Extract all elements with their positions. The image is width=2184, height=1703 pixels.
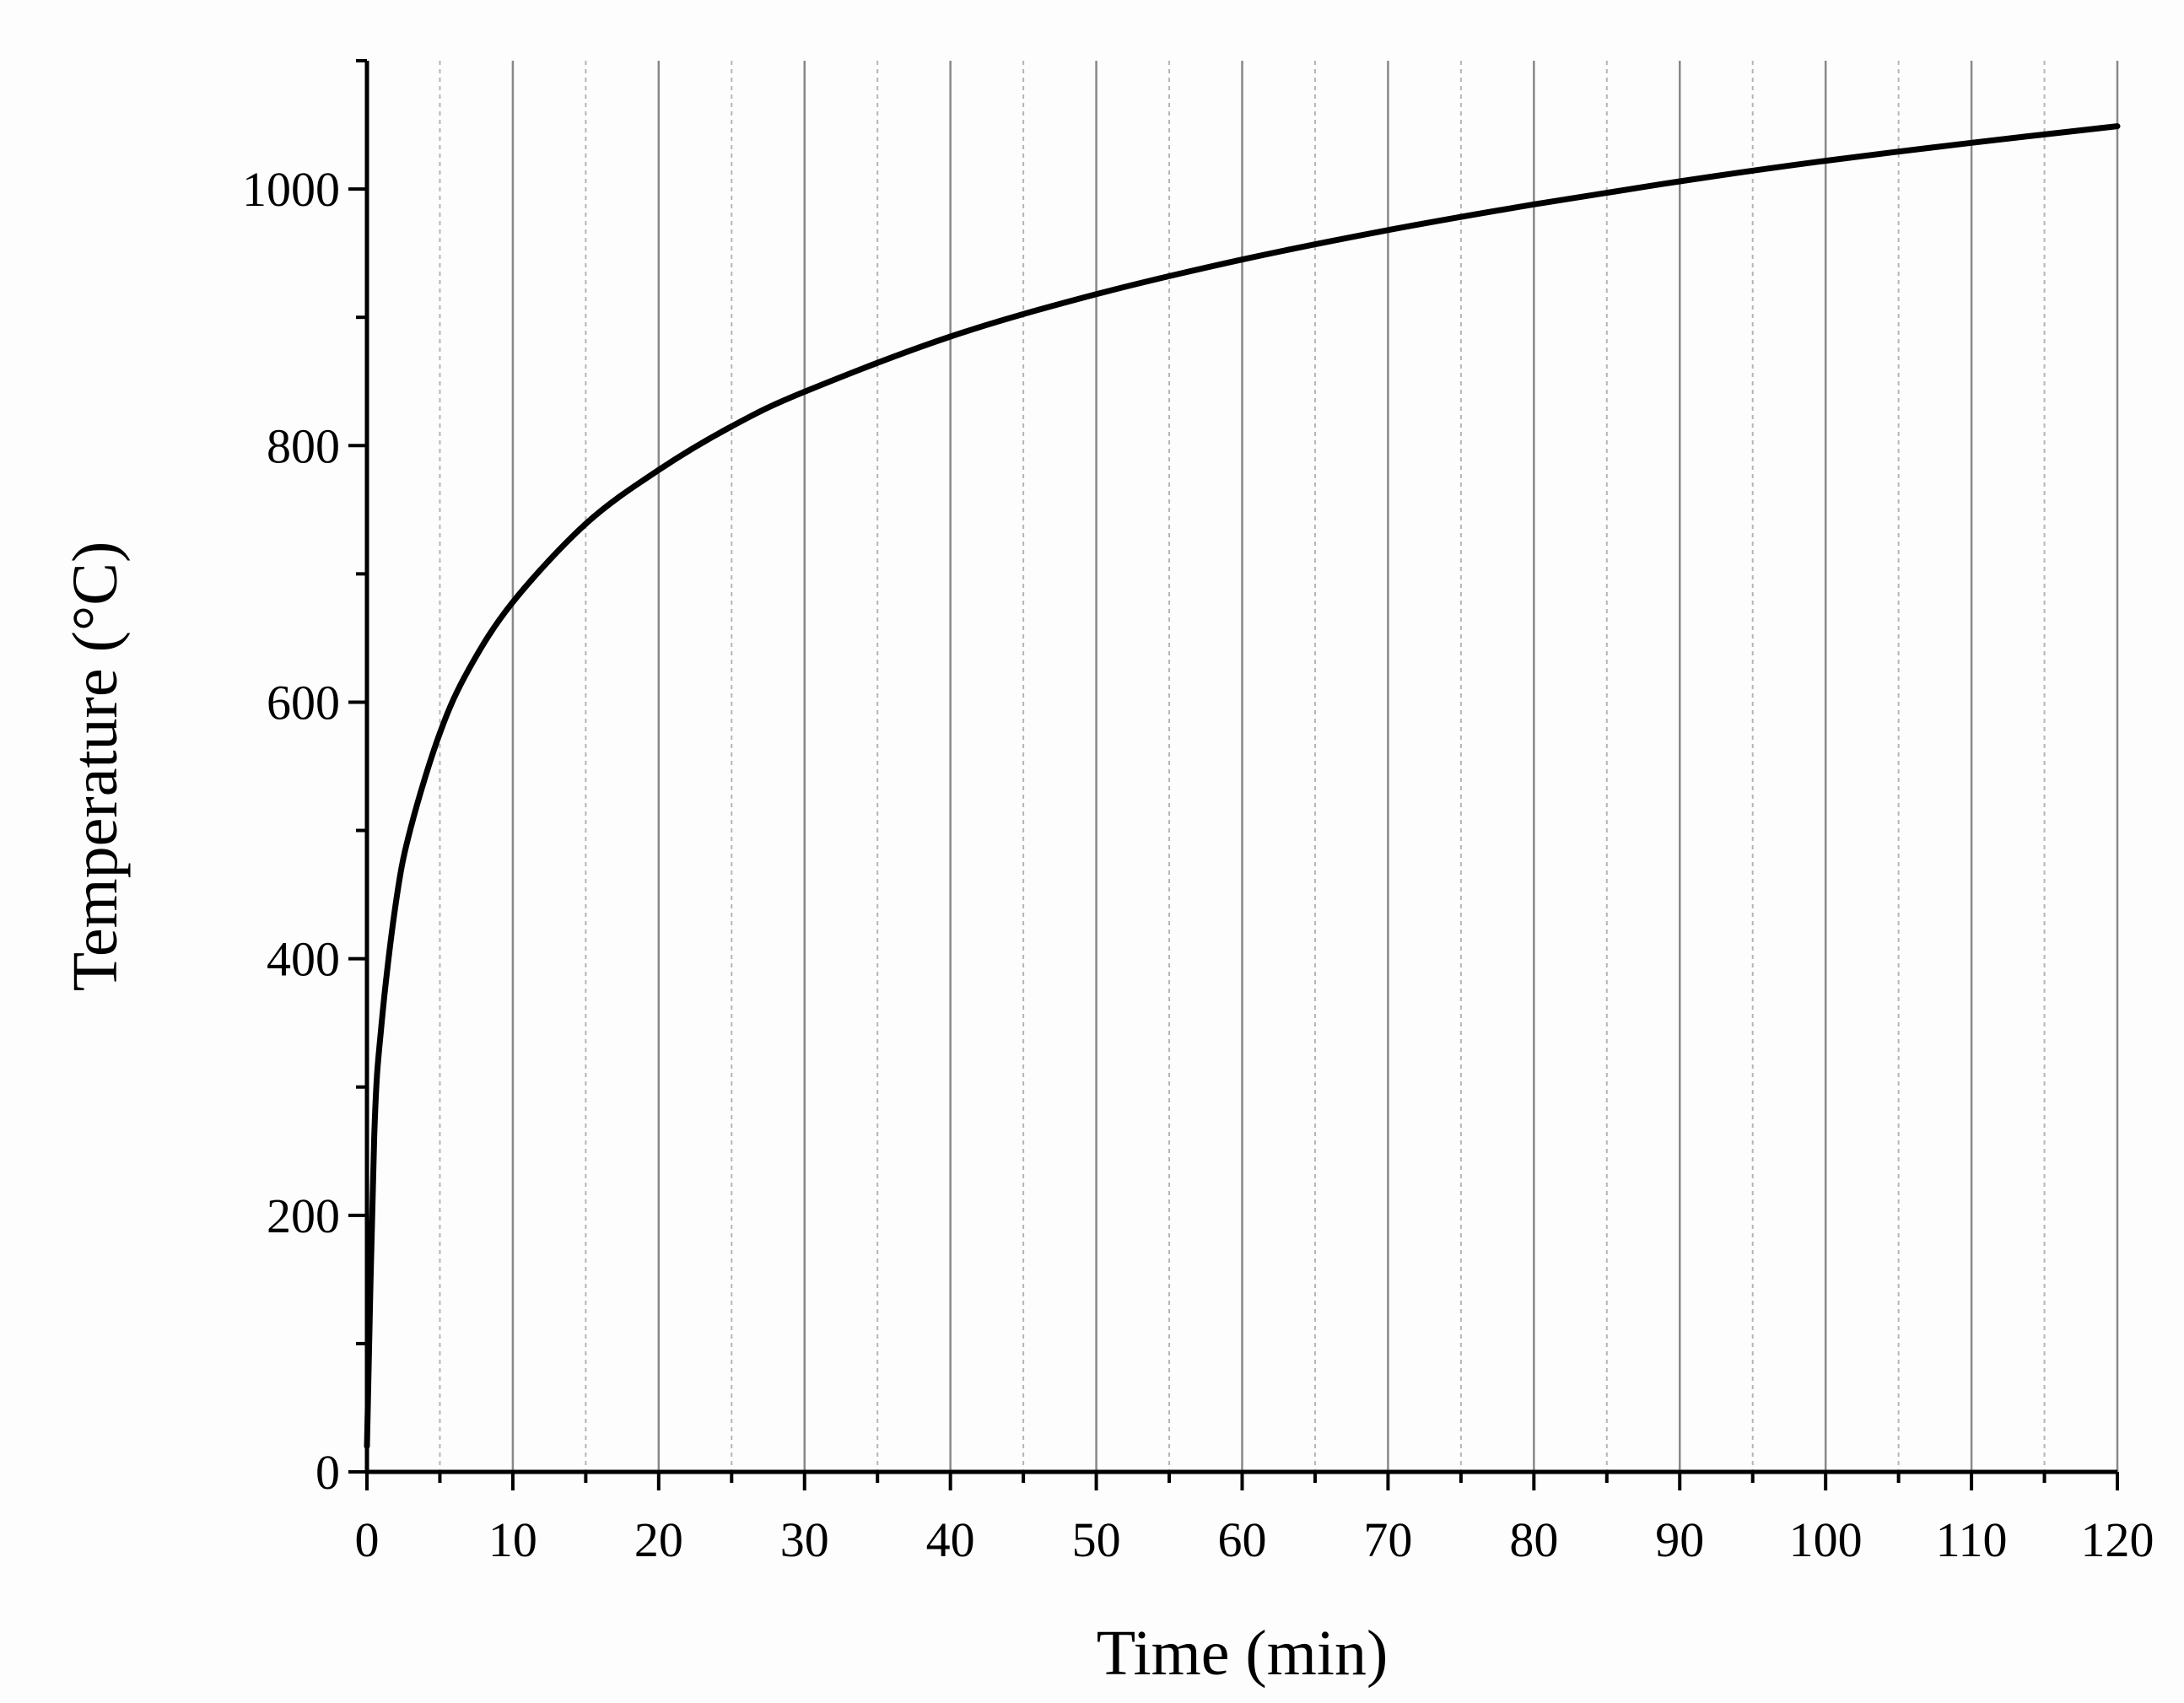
x-tick-label: 40: [926, 1512, 975, 1567]
x-tick-label: 100: [1789, 1512, 1863, 1567]
y-tick-label: 400: [267, 932, 340, 987]
y-tick-label: 800: [267, 418, 340, 473]
x-axis-title: Time (min): [1097, 1618, 1389, 1689]
x-tick-label: 90: [1655, 1512, 1704, 1567]
grid-layer: [439, 61, 2119, 1472]
x-tick-label: 70: [1363, 1512, 1412, 1567]
x-tick-label: 110: [1936, 1512, 2008, 1567]
x-tick-label: 60: [1218, 1512, 1267, 1567]
axis-layer: [348, 59, 2119, 1490]
y-tick-label: 1000: [242, 162, 340, 217]
y-tick-label: 0: [315, 1445, 340, 1500]
x-tick-label: 0: [355, 1512, 380, 1567]
y-tick-label: 200: [267, 1188, 340, 1243]
y-tick-label: 600: [267, 675, 340, 730]
series-line-temperature: [364, 123, 2121, 1450]
x-tick-label: 80: [1509, 1512, 1558, 1567]
x-tick-label: 30: [780, 1512, 829, 1567]
x-tick-label: 50: [1072, 1512, 1121, 1567]
x-tick-label: 20: [634, 1512, 683, 1567]
y-axis-title: Temperature (°C): [60, 542, 131, 992]
series-layer: [364, 123, 2121, 1450]
label-layer: 0 10 20 30 40 50 60 70 80 90 100 110 120 0 200 400 600 80…: [60, 162, 2154, 1689]
x-tick-label: 10: [488, 1512, 537, 1567]
x-tick-label: 120: [2081, 1512, 2154, 1567]
